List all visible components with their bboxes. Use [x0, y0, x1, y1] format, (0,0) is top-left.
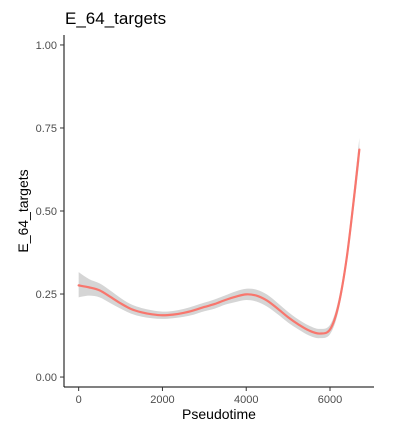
x-axis-title: Pseudotime — [182, 406, 256, 422]
y-tick-label: 1.00 — [36, 40, 57, 52]
confidence-band-layer — [78, 137, 360, 339]
x-tick-label: 4000 — [234, 394, 258, 406]
confidence-band-0 — [78, 137, 360, 339]
x-axis-ticks: 0 2000 4000 6000 — [76, 387, 342, 406]
y-tick-label: 0.75 — [36, 123, 57, 135]
trend-line-0 — [77, 148, 361, 335]
x-tick-label: 2000 — [150, 394, 174, 406]
y-tick-label: 0.25 — [36, 289, 57, 301]
y-tick-label: 0.00 — [36, 372, 57, 384]
y-axis-title: E_64_targets — [15, 169, 31, 252]
y-tick-label: 0.50 — [36, 206, 57, 218]
trend-line-layer — [77, 148, 361, 335]
x-tick-label: 0 — [76, 394, 82, 406]
x-tick-label: 6000 — [318, 394, 342, 406]
chart-title: E_64_targets — [65, 9, 166, 28]
y-axis-ticks: 0.00 0.25 0.50 0.75 1.00 — [36, 40, 64, 384]
